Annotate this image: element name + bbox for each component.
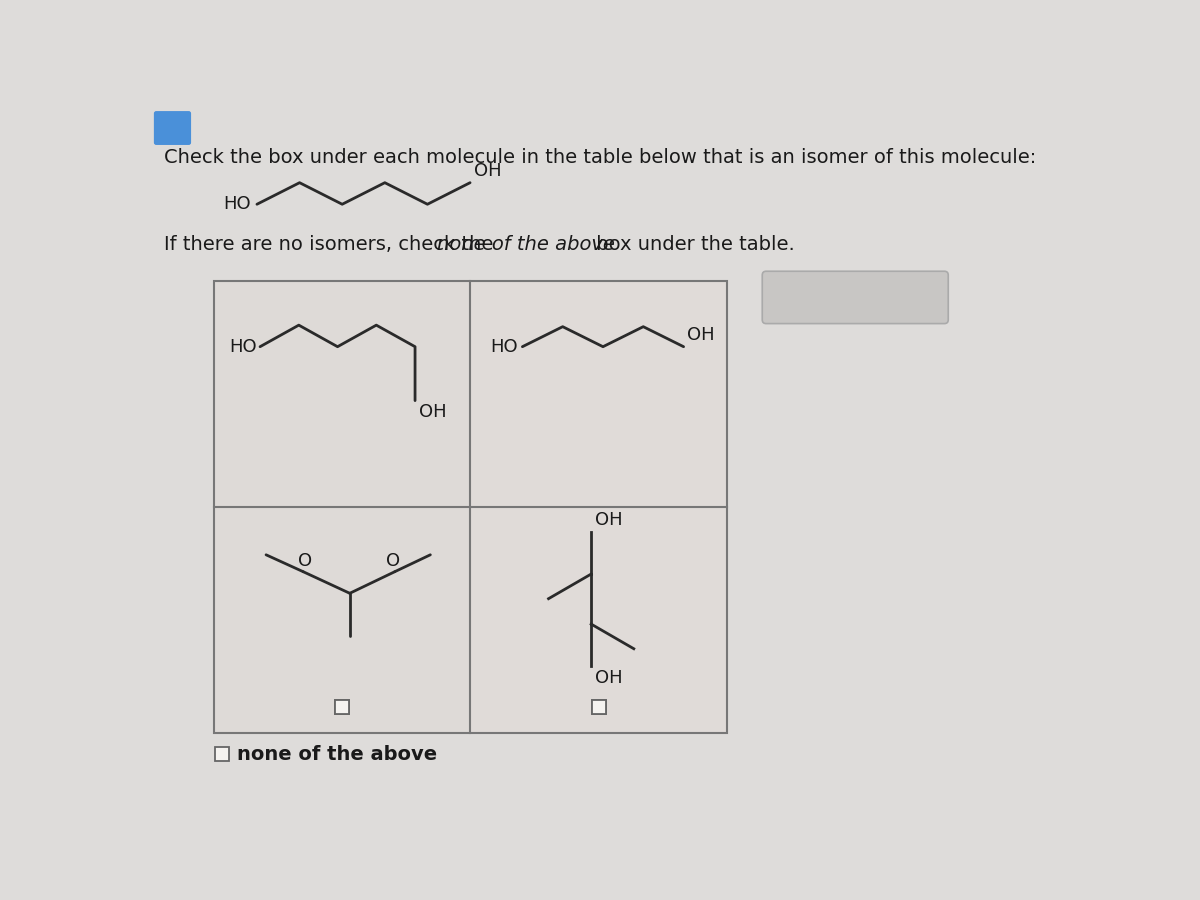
Text: OH: OH — [688, 327, 715, 345]
Text: O: O — [386, 552, 401, 570]
Text: box under the table.: box under the table. — [590, 235, 794, 254]
FancyBboxPatch shape — [154, 111, 191, 145]
Text: v: v — [167, 119, 179, 137]
Bar — [214, 508, 470, 734]
Text: OH: OH — [474, 162, 502, 180]
Bar — [470, 281, 727, 508]
Bar — [335, 700, 349, 714]
Bar — [335, 700, 349, 714]
Bar — [592, 700, 606, 714]
Text: none of the above: none of the above — [236, 744, 437, 763]
Text: O: O — [298, 552, 312, 570]
Bar — [592, 700, 606, 714]
Text: HO: HO — [229, 338, 257, 356]
FancyBboxPatch shape — [762, 271, 948, 324]
Text: OH: OH — [595, 669, 623, 687]
Text: ↺: ↺ — [882, 283, 907, 312]
Bar — [470, 508, 727, 734]
Text: HO: HO — [490, 338, 517, 356]
Text: none of the above: none of the above — [437, 235, 614, 254]
Text: HO: HO — [223, 195, 251, 213]
Bar — [214, 281, 727, 733]
Text: OH: OH — [595, 511, 623, 529]
Bar — [215, 747, 229, 761]
Text: ×: × — [806, 283, 833, 312]
Bar — [214, 281, 470, 508]
Text: OH: OH — [419, 403, 446, 421]
Text: If there are no isomers, check the: If there are no isomers, check the — [164, 235, 499, 254]
Text: Check the box under each molecule in the table below that is an isomer of this m: Check the box under each molecule in the… — [164, 148, 1037, 167]
